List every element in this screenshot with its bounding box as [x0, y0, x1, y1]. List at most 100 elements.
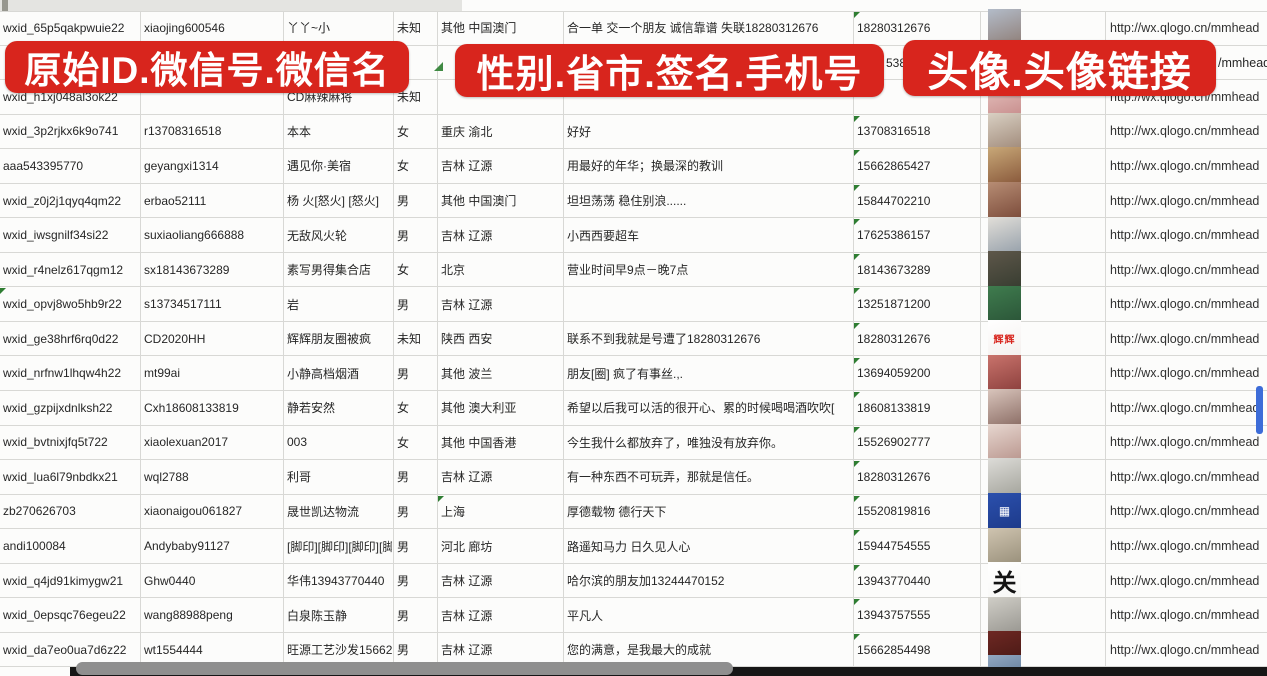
cell-phone[interactable]: 18280312676: [854, 11, 978, 45]
cell-avatar-link[interactable]: http://wx.qlogo.cn/mmhead: [1110, 400, 1260, 415]
cell-original-id[interactable]: wxid_q4jd91kimygw21: [3, 573, 124, 588]
cell-phone[interactable]: 13694059200: [854, 357, 978, 391]
cell-phone[interactable]: 17625386157: [854, 218, 978, 252]
cell-gender[interactable]: 未知: [397, 90, 422, 105]
cell-phone[interactable]: 18280312676: [854, 460, 978, 494]
cell-wechat-id[interactable]: erbao52111: [144, 193, 207, 208]
cell-signature[interactable]: 合一单 交一个朋友 诚信靠谱 失联18280312676: [567, 21, 819, 36]
cell-wechat-name[interactable]: 丫丫~小: [287, 21, 331, 36]
cell-wechat-name[interactable]: 白泉陈玉静: [287, 608, 348, 623]
cell-original-id[interactable]: wxid_z0j2j1qyq4qm22: [3, 193, 122, 208]
cell-phone[interactable]: 18280312676: [854, 322, 978, 356]
cell-gender[interactable]: 男: [397, 539, 410, 554]
cell-original-id[interactable]: wxid_lua6l79nbdkx21: [3, 469, 118, 484]
cell-original-id[interactable]: zb270626703: [3, 504, 76, 519]
cell-phone[interactable]: 15526902777: [854, 426, 978, 460]
cell-avatar-link[interactable]: http://wx.qlogo.cn/mmhead: [1110, 20, 1260, 35]
cell-signature[interactable]: 希望以后我可以活的很开心、累的时候喝喝酒吹吹[: [567, 401, 835, 416]
cell-region[interactable]: 上海: [438, 495, 561, 529]
avatar-image[interactable]: [988, 285, 1021, 322]
cell-region[interactable]: 吉林 辽源: [441, 608, 493, 623]
cell-gender[interactable]: 女: [397, 124, 410, 139]
cell-region[interactable]: 吉林 辽源: [441, 159, 493, 174]
avatar-image[interactable]: [988, 596, 1021, 633]
cell-signature[interactable]: 用最好的年华；换最深的教训: [567, 159, 724, 174]
cell-wechat-name[interactable]: 旺源工艺沙发15662854: [287, 643, 392, 658]
cell-wechat-id[interactable]: xiaonaigou061827: [144, 504, 243, 519]
cell-signature[interactable]: 小西西要超车: [567, 228, 640, 243]
cell-phone[interactable]: 18143673289: [854, 253, 978, 287]
cell-wechat-id[interactable]: mt99ai: [144, 366, 181, 381]
cell-original-id[interactable]: wxid_65p5qakpwuie22: [3, 20, 125, 35]
avatar-image[interactable]: [988, 354, 1021, 391]
cell-wechat-name[interactable]: 遇见你·美宿: [287, 159, 351, 174]
cell-avatar-link[interactable]: http://wx.qlogo.cn/mmhead: [1110, 469, 1260, 484]
cell-region[interactable]: 陕西 西安: [441, 332, 493, 347]
cell-signature[interactable]: 平凡人: [567, 608, 604, 623]
vertical-scrollbar-thumb[interactable]: [1256, 386, 1263, 434]
avatar-image[interactable]: [988, 423, 1021, 460]
cell-gender[interactable]: 男: [397, 366, 410, 381]
cell-avatar-link[interactable]: http://wx.qlogo.cn/mmhead: [1110, 504, 1260, 519]
avatar-image[interactable]: [988, 182, 1021, 219]
cell-phone[interactable]: 13943770440: [854, 564, 978, 598]
cell-region[interactable]: 其他 中国澳门: [441, 194, 517, 209]
avatar-image[interactable]: 辉辉: [988, 320, 1021, 357]
cell-phone[interactable]: 13708316518: [854, 115, 978, 149]
cell-avatar-link[interactable]: http://wx.qlogo.cn/mmhead: [1110, 193, 1260, 208]
cell-wechat-id[interactable]: s13734517111: [144, 297, 222, 312]
avatar-image[interactable]: [988, 251, 1021, 288]
cell-wechat-name[interactable]: 辉辉朋友圈被疯: [287, 332, 372, 347]
cell-gender[interactable]: 男: [397, 297, 410, 312]
cell-phone[interactable]: 15944754555: [854, 529, 978, 563]
avatar-image[interactable]: ▦: [988, 492, 1021, 529]
cell-wechat-name[interactable]: 晟世凯达物流: [287, 504, 360, 519]
cell-region[interactable]: 吉林 辽源: [441, 470, 493, 485]
cell-avatar-link[interactable]: http://wx.qlogo.cn/mmhead: [1110, 331, 1260, 346]
cell-signature[interactable]: 好好: [567, 124, 592, 139]
cell-wechat-id[interactable]: wt1554444: [144, 642, 203, 657]
cell-avatar-link[interactable]: http://wx.qlogo.cn/mmhead: [1110, 228, 1260, 243]
cell-gender[interactable]: 未知: [397, 21, 422, 36]
cell-signature[interactable]: 有一种东西不可玩弄，那就是信任。: [567, 470, 760, 485]
cell-region[interactable]: 河北 廊坊: [441, 539, 493, 554]
avatar-image[interactable]: 关: [988, 562, 1021, 599]
cell-signature[interactable]: 路遥知马力 日久见人心: [567, 539, 691, 554]
cell-signature[interactable]: [567, 287, 852, 321]
cell-wechat-id[interactable]: geyangxi1314: [144, 158, 219, 173]
cell-region[interactable]: 吉林 辽源: [441, 297, 493, 312]
cell-gender[interactable]: 女: [397, 159, 410, 174]
avatar-image[interactable]: [988, 112, 1021, 149]
cell-gender[interactable]: 男: [397, 574, 410, 589]
cell-gender[interactable]: 女: [397, 435, 410, 450]
cell-original-id[interactable]: wxid_r4nelz617qgm12: [3, 262, 124, 277]
cell-signature[interactable]: 坦坦荡荡 稳住别浪......: [567, 194, 687, 209]
cell-region[interactable]: 吉林 辽源: [441, 228, 493, 243]
cell-wechat-id[interactable]: wql2788: [144, 469, 189, 484]
cell-original-id[interactable]: wxid_3p2rjkx6k9o741: [3, 124, 119, 139]
cell-wechat-name[interactable]: 素写男得集合店: [287, 263, 372, 278]
avatar-image[interactable]: [988, 147, 1021, 184]
cell-phone[interactable]: 13943757555: [854, 598, 978, 632]
cell-original-id[interactable]: andi100084: [3, 539, 66, 554]
cell-region[interactable]: 其他 中国香港: [441, 435, 517, 450]
cell-gender[interactable]: 男: [397, 228, 410, 243]
cell-avatar-link[interactable]: http://wx.qlogo.cn/mmhead: [1110, 124, 1260, 139]
cell-signature[interactable]: 营业时间早9点－晚7点: [567, 263, 689, 278]
cell-original-id[interactable]: wxid_opvj8wo5hb9r22: [0, 287, 138, 321]
cell-gender[interactable]: 男: [397, 470, 410, 485]
cell-avatar-link[interactable]: http://wx.qlogo.cn/mmhead: [1110, 366, 1260, 381]
cell-wechat-id[interactable]: CD2020HH: [144, 331, 206, 346]
cell-region[interactable]: 其他 澳大利亚: [441, 401, 517, 416]
avatar-image[interactable]: [988, 216, 1021, 253]
cell-avatar-link[interactable]: http://wx.qlogo.cn/mmhead: [1110, 158, 1260, 173]
cell-wechat-id[interactable]: Ghw0440: [144, 573, 196, 588]
cell-wechat-id[interactable]: wang88988peng: [144, 608, 233, 623]
cell-original-id[interactable]: wxid_h1xj048al3ok22: [3, 89, 118, 104]
cell-wechat-name[interactable]: 静若安然: [287, 401, 336, 416]
cell-wechat-name[interactable]: 003: [287, 435, 308, 450]
cell-phone[interactable]: 15662854498: [854, 633, 978, 667]
cell-original-id[interactable]: wxid_iwsgnilf34si22: [3, 228, 109, 243]
cell-signature[interactable]: 朋友[圈] 疯了有事丝.,.: [567, 366, 684, 381]
cell-original-id[interactable]: wxid_0epsqc76egeu22: [3, 608, 126, 623]
